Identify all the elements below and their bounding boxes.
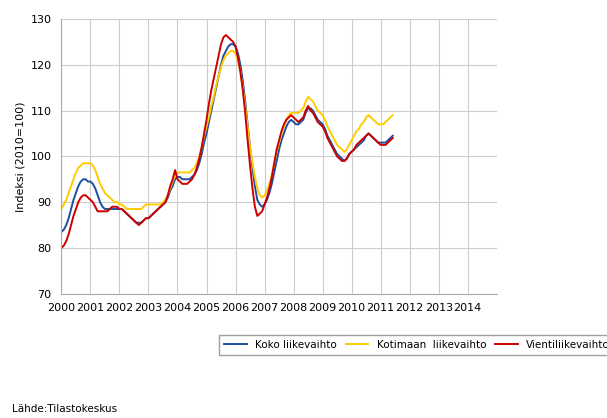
Kotimaan  liikevaihto xyxy=(389,112,396,117)
Koko liikevaihto xyxy=(227,42,234,47)
Y-axis label: Indeksi (2010=100): Indeksi (2010=100) xyxy=(15,101,25,212)
Koko liikevaihto xyxy=(341,158,348,163)
Koko liikevaihto xyxy=(389,133,396,138)
Koko liikevaihto xyxy=(249,165,256,170)
Kotimaan  liikevaihto xyxy=(58,206,65,212)
Legend: Koko liikevaihto, Kotimaan  liikevaihto, Vientiliikevaihto: Koko liikevaihto, Kotimaan liikevaihto, … xyxy=(219,335,607,355)
Line: Koko liikevaihto: Koko liikevaihto xyxy=(61,44,393,232)
Vientiliikevaihto xyxy=(178,181,186,186)
Vientiliikevaihto xyxy=(249,186,256,191)
Vientiliikevaihto xyxy=(389,135,396,140)
Koko liikevaihto xyxy=(178,177,186,182)
Kotimaan  liikevaihto xyxy=(249,161,256,166)
Kotimaan  liikevaihto xyxy=(227,48,234,54)
Kotimaan  liikevaihto xyxy=(178,170,186,175)
Text: Lähde:Tilastokeskus: Lähde:Tilastokeskus xyxy=(12,404,117,414)
Koko liikevaihto xyxy=(58,229,65,234)
Kotimaan  liikevaihto xyxy=(188,168,195,173)
Line: Kotimaan  liikevaihto: Kotimaan liikevaihto xyxy=(61,51,393,209)
Vientiliikevaihto xyxy=(384,140,392,145)
Koko liikevaihto xyxy=(188,174,195,179)
Vientiliikevaihto xyxy=(222,33,229,38)
Kotimaan  liikevaihto xyxy=(341,149,348,154)
Vientiliikevaihto xyxy=(297,117,305,122)
Kotimaan  liikevaihto xyxy=(384,117,392,122)
Line: Vientiliikevaihto: Vientiliikevaihto xyxy=(61,35,393,248)
Vientiliikevaihto xyxy=(188,177,195,182)
Vientiliikevaihto xyxy=(58,245,65,250)
Kotimaan  liikevaihto xyxy=(297,108,305,113)
Koko liikevaihto xyxy=(384,138,392,143)
Vientiliikevaihto xyxy=(341,158,348,163)
Koko liikevaihto xyxy=(297,120,305,125)
